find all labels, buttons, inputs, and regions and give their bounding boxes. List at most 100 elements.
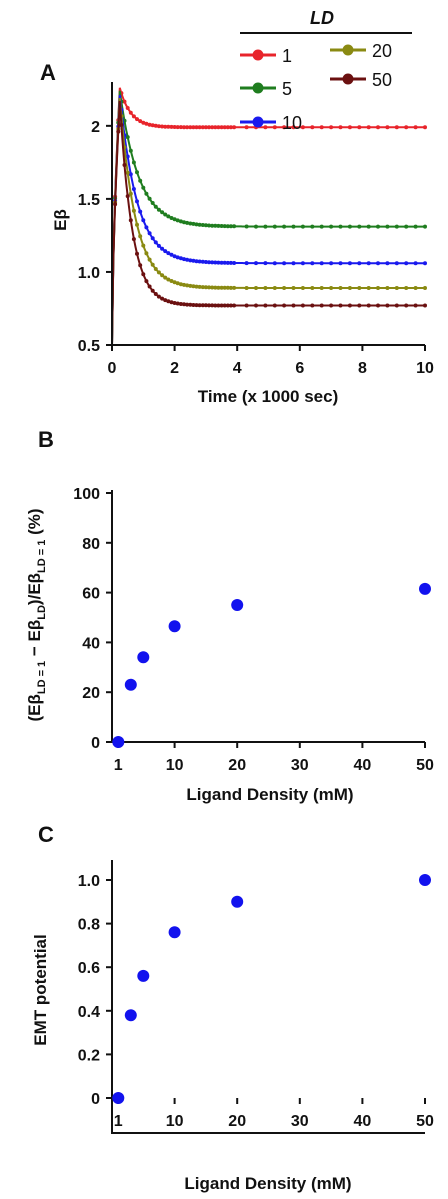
series-point-ld-1: [385, 125, 390, 130]
series-point-ld-50: [138, 263, 143, 268]
series-point-ld-10: [329, 261, 334, 266]
series-point-ld-20: [197, 284, 202, 289]
series-point-ld-10: [310, 261, 315, 266]
series-point-ld-5: [191, 221, 196, 226]
series-point-ld-50: [163, 298, 168, 303]
series-point-ld-20: [404, 286, 409, 290]
series-point-ld-1: [169, 124, 174, 129]
series-point-ld-10: [125, 154, 130, 159]
series-point-ld-20: [163, 275, 168, 280]
chart-c-axes: [111, 860, 425, 1134]
series-point-ld-50: [200, 303, 205, 308]
series-point-ld-5: [310, 224, 315, 229]
series-line-ld-10: [111, 94, 425, 346]
series-point-ld-1: [216, 125, 221, 130]
series-point-ld-1: [225, 125, 230, 130]
series-point-ld-5: [338, 224, 343, 229]
legend-label-ld-20: 20: [372, 41, 392, 61]
series-point-ld-1: [131, 114, 136, 119]
series-point-ld-1: [394, 125, 399, 130]
series-point-ld-50: [263, 303, 268, 308]
series-point-ld-10: [169, 252, 174, 257]
series-point-ld-5: [366, 224, 371, 229]
series-point-ld-20: [347, 286, 352, 290]
series-point-ld-10: [131, 187, 136, 191]
series-point-ld-20: [219, 285, 224, 290]
chart-a-legend: LD 1 5 10 20 50: [240, 8, 412, 133]
chart-b-axes: [111, 490, 425, 743]
x-tick-label: 40: [354, 1113, 372, 1130]
series-point-ld-20: [160, 273, 165, 278]
series-point-ld-1: [194, 125, 199, 130]
series-point-ld-1: [338, 125, 343, 130]
ylabel-sub: LD = 1: [36, 540, 48, 573]
y-tick-label: 1.5: [78, 192, 100, 209]
x-tick-label: 20: [228, 1113, 246, 1130]
series-point-ld-50: [413, 303, 418, 308]
series-point-ld-50: [150, 288, 155, 293]
series-point-ld-20: [213, 285, 218, 290]
x-tick-label: 4: [233, 360, 242, 377]
series-point-ld-1: [357, 125, 362, 130]
series-point-ld-5: [138, 178, 143, 183]
series-point-ld-5: [216, 223, 221, 228]
series-point-ld-10: [272, 261, 277, 266]
series-point-ld-10: [213, 260, 218, 265]
y-tick-label: 0: [91, 1091, 100, 1108]
data-point: [124, 678, 137, 691]
series-point-ld-10: [144, 225, 149, 230]
series-point-ld-10: [282, 261, 287, 266]
series-point-ld-50: [300, 303, 305, 308]
series-point-ld-50: [141, 272, 146, 277]
series-point-ld-50: [357, 303, 362, 308]
series-point-ld-50: [254, 303, 258, 308]
series-point-ld-50: [366, 303, 371, 308]
series-point-ld-20: [232, 285, 237, 290]
data-point: [112, 736, 125, 748]
series-point-ld-50: [210, 303, 215, 308]
series-point-ld-50: [178, 302, 183, 306]
series-point-ld-10: [128, 172, 133, 177]
series-point-ld-50: [244, 303, 249, 308]
series-point-ld-1: [185, 125, 190, 130]
chart-b-ylabel: (EβLD = 1 − EβLD)/EβLD = 1 (%): [25, 508, 48, 721]
series-point-ld-1: [272, 125, 277, 130]
series-point-ld-1: [147, 122, 152, 127]
y-tick-label: 0.4: [78, 1004, 100, 1021]
series-point-ld-20: [175, 281, 180, 286]
data-point: [168, 926, 181, 939]
series-point-ld-1: [244, 125, 249, 130]
series-point-ld-50: [160, 296, 165, 301]
y-tick-label: 60: [82, 586, 100, 603]
series-point-ld-20: [228, 285, 233, 290]
series-point-ld-5: [263, 224, 268, 229]
series-point-ld-5: [197, 222, 202, 227]
series-point-ld-10: [141, 218, 146, 223]
legend-marker-ld-5: [252, 82, 264, 94]
ylabel-part: (Eβ: [25, 694, 44, 721]
series-point-ld-5: [163, 212, 168, 217]
series-point-ld-20: [319, 286, 324, 290]
series-point-ld-1: [300, 125, 305, 130]
series-point-ld-1: [175, 125, 180, 130]
series-point-ld-5: [153, 204, 158, 209]
series-point-ld-1: [128, 110, 133, 115]
series-point-ld-5: [194, 222, 199, 227]
chart-c-marks: [112, 874, 431, 1104]
series-point-ld-20: [200, 285, 205, 290]
series-point-ld-10: [194, 259, 199, 264]
series-point-ld-20: [153, 267, 158, 271]
series-point-ld-1: [310, 125, 315, 130]
chart-b-marks: [112, 582, 431, 748]
series-point-ld-10: [394, 261, 399, 266]
series-point-ld-10: [357, 261, 362, 266]
series-point-ld-20: [338, 286, 343, 290]
x-tick-label: 50: [416, 1113, 434, 1130]
series-point-ld-1: [263, 125, 268, 130]
series-point-ld-50: [232, 303, 237, 308]
series-point-ld-10: [254, 261, 258, 266]
series-point-ld-5: [185, 220, 190, 225]
series-point-ld-50: [194, 303, 199, 308]
series-point-ld-5: [394, 224, 399, 229]
x-tick-label: 8: [358, 360, 367, 377]
